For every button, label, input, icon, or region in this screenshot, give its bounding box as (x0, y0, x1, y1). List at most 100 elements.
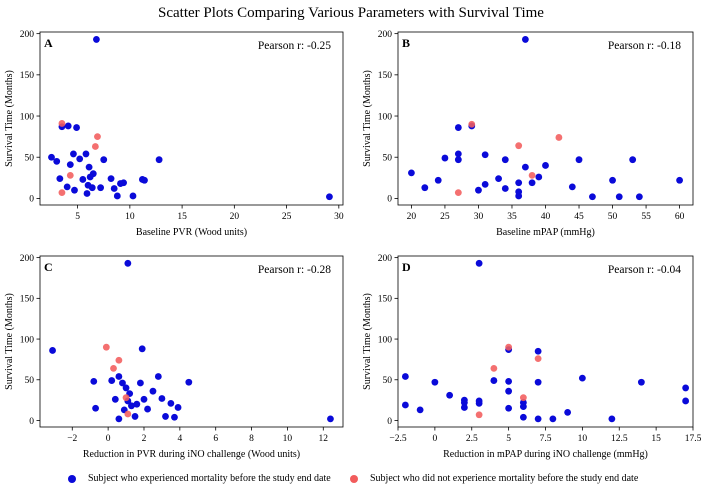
point-mortality-a (71, 186, 78, 194)
y-axis-label-d: Survival Time (Months) (362, 293, 373, 390)
point-mortality-b (542, 162, 549, 169)
point-mortality-d (475, 397, 483, 405)
point-mortality-c (90, 378, 98, 385)
x-tick-label-d: 17.5 (685, 434, 702, 444)
point-mortality-d (505, 387, 513, 395)
point-mortality-b (676, 176, 683, 184)
pearson-label-d: Pearson r: -0.04 (608, 264, 681, 276)
x-tick-label-a: 30 (334, 212, 344, 222)
y-tick-label-b: 0 (387, 195, 392, 205)
y-tick-label-a: 50 (25, 154, 35, 164)
point-mortality-c (137, 379, 144, 387)
point-mortality-b (408, 169, 415, 177)
plot-frame-d (397, 255, 694, 428)
point-mortality-d (578, 374, 586, 382)
x-tick-label-d: −2.5 (389, 434, 406, 444)
point-mortality-b (481, 181, 489, 188)
y-tick-label-d: 50 (383, 376, 393, 386)
x-tick-label-c: 0 (106, 434, 111, 444)
pearson-label-b: Pearson r: -0.18 (608, 40, 681, 52)
point-mortality-a (79, 176, 87, 183)
x-axis-label-c: Reduction in PVR during iNO challenge (W… (83, 449, 300, 460)
x-axis-label-b: Baseline mPAP (mmHg) (496, 227, 595, 238)
legend-label-no-mortality: Subject who did not experience mortality… (370, 473, 639, 484)
point-no-mortality-a (58, 189, 66, 197)
y-tick-label-a: 0 (29, 195, 34, 205)
point-mortality-c (122, 384, 130, 392)
point-no-mortality-a (66, 171, 74, 179)
point-mortality-b (629, 156, 637, 164)
x-tick-label-d: 5 (506, 434, 511, 444)
point-mortality-d (446, 391, 454, 399)
point-no-mortality-d (475, 411, 483, 419)
point-mortality-d (549, 415, 557, 423)
plot-frame-a (39, 31, 344, 206)
x-tick-label-a: 25 (282, 212, 292, 222)
x-tick-label-c: −2 (67, 434, 77, 444)
point-no-mortality-b (555, 134, 563, 141)
x-tick-label-b: 40 (541, 212, 551, 222)
point-mortality-c (140, 395, 148, 403)
x-tick-label-d: 10 (578, 434, 588, 444)
x-tick-label-c: 12 (319, 434, 329, 444)
point-mortality-a (107, 175, 115, 183)
x-tick-label-c: 6 (213, 434, 218, 444)
point-mortality-d (401, 401, 409, 409)
x-tick-label-a: 5 (75, 212, 80, 222)
figure-title: Scatter Plots Comparing Various Paramete… (158, 5, 544, 21)
point-mortality-a (82, 150, 90, 158)
point-mortality-b (635, 193, 643, 201)
x-tick-label-b: 45 (574, 212, 584, 222)
point-mortality-a (129, 192, 137, 200)
y-tick-label-d: 200 (378, 254, 393, 264)
y-tick-label-a: 200 (20, 30, 35, 40)
point-mortality-c (115, 415, 123, 423)
point-mortality-c (111, 395, 119, 403)
y-tick-label-b: 150 (378, 71, 393, 81)
point-mortality-a (120, 179, 127, 187)
point-mortality-d (564, 408, 572, 416)
panel-letter-a: A (44, 36, 53, 50)
y-tick-label-c: 0 (29, 417, 34, 427)
point-mortality-c (108, 377, 116, 384)
point-mortality-a (141, 176, 148, 184)
point-no-mortality-c (122, 394, 130, 402)
y-tick-label-b: 100 (378, 112, 393, 122)
point-mortality-b (515, 192, 523, 200)
y-tick-label-c: 50 (25, 376, 35, 386)
y-tick-label-a: 150 (20, 71, 35, 81)
panel-a: 5 10 15 20 25 30 0 50 100 150 200 Baseline PVR (Woo… (4, 30, 344, 238)
point-mortality-b (454, 150, 462, 158)
x-tick-label-a: 10 (125, 212, 135, 222)
point-no-mortality-c (110, 364, 117, 372)
point-mortality-d (519, 413, 527, 421)
x-tick-label-b: 20 (407, 212, 417, 222)
point-mortality-a (76, 155, 84, 163)
point-mortality-c (115, 373, 123, 380)
y-tick-label-c: 150 (20, 295, 35, 305)
y-tick-label-b: 200 (378, 30, 393, 40)
point-mortality-c (171, 413, 178, 421)
point-mortality-b (575, 156, 583, 164)
point-mortality-c (92, 404, 99, 412)
point-no-mortality-b (528, 171, 536, 179)
x-tick-label-c: 2 (142, 434, 147, 444)
y-tick-label-d: 150 (378, 295, 393, 305)
point-mortality-c (327, 415, 334, 423)
point-mortality-d (505, 404, 513, 412)
pearson-label-c: Pearson r: -0.28 (258, 264, 331, 276)
point-mortality-c (185, 378, 193, 386)
x-tick-label-c: 4 (177, 434, 182, 444)
point-no-mortality-c (102, 343, 110, 351)
legend-marker-mortality (68, 474, 76, 483)
point-mortality-b (495, 175, 502, 183)
point-mortality-b (475, 186, 482, 194)
point-mortality-c (131, 413, 139, 420)
legend: Subject who experienced mortality before… (0, 473, 702, 493)
point-mortality-b (515, 179, 523, 187)
point-mortality-d (519, 403, 527, 411)
point-mortality-c (124, 259, 132, 267)
legend-item-no-mortality: Subject who did not experience mortality… (350, 473, 638, 484)
y-tick-label-d: 100 (378, 335, 393, 345)
point-no-mortality-b (468, 120, 476, 128)
